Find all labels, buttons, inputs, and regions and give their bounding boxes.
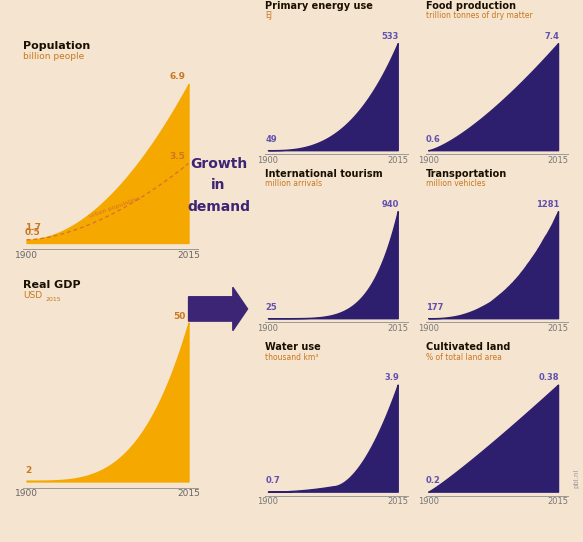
Text: 177: 177 [426,303,443,312]
Text: 7.4: 7.4 [545,32,559,41]
Text: in: in [212,178,226,192]
Text: 533: 533 [382,32,399,41]
Text: million vehicles: million vehicles [426,179,485,188]
Text: 49: 49 [265,135,277,144]
Text: billion people: billion people [23,52,85,61]
Text: 50: 50 [173,312,185,321]
Text: Cultivated land: Cultivated land [426,343,510,352]
Text: 0.2: 0.2 [426,476,441,485]
Text: 2015: 2015 [45,298,61,302]
Text: Population: Population [23,42,90,51]
Text: 0.6: 0.6 [426,135,441,144]
Text: 940: 940 [382,200,399,209]
Text: 0.38: 0.38 [539,373,559,383]
Text: Water use: Water use [265,343,321,352]
Text: Transportation: Transportation [426,169,507,179]
Text: thousand km³: thousand km³ [265,352,319,362]
Text: 2: 2 [25,466,31,475]
Text: Real GDP: Real GDP [23,280,81,290]
Text: EJ: EJ [265,11,272,20]
Text: Growth: Growth [190,157,247,171]
Text: 0.7: 0.7 [265,476,280,485]
Text: % of total land area: % of total land area [426,352,501,362]
Text: 25: 25 [265,303,277,312]
Text: pbl.nl: pbl.nl [573,468,579,488]
Text: urban population: urban population [88,196,141,218]
Text: International tourism: International tourism [265,169,383,179]
Text: 6.9: 6.9 [169,72,185,81]
Text: 3.9: 3.9 [384,373,399,383]
Text: million arrivals: million arrivals [265,179,322,188]
Text: 0.5: 0.5 [25,228,41,237]
Text: Primary energy use: Primary energy use [265,1,373,11]
Text: demand: demand [187,200,250,214]
Text: Food production: Food production [426,1,515,11]
Text: USD: USD [23,291,43,300]
FancyArrow shape [188,287,248,331]
Text: 3.5: 3.5 [170,152,185,161]
Text: 1.7: 1.7 [25,223,41,233]
Text: 1281: 1281 [536,200,559,209]
Text: trillion tonnes of dry matter: trillion tonnes of dry matter [426,11,532,20]
